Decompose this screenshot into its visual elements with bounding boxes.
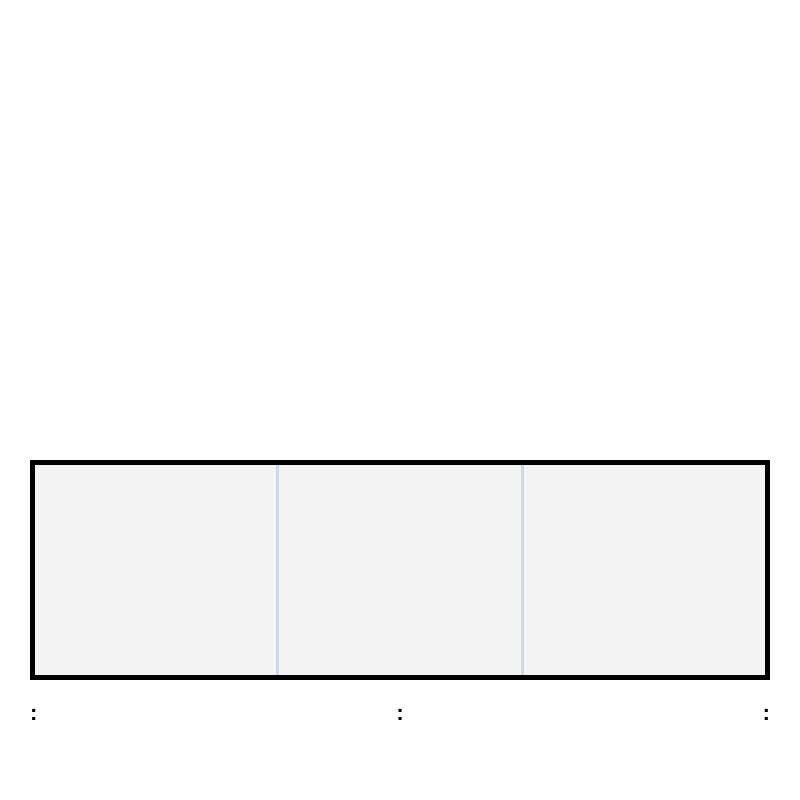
formula-box (460, 150, 504, 170)
photo-tag-cs (725, 663, 765, 675)
caliper-cs-illustration (524, 465, 765, 675)
cross-section-svg (460, 195, 770, 355)
legend: : : : (30, 700, 770, 726)
caliper-id-illustration (279, 465, 520, 675)
formula-and-cross-section (460, 150, 770, 390)
oring-top-view-diagram (55, 35, 415, 435)
caliper-od-illustration (35, 465, 276, 675)
ring-svg (55, 35, 415, 435)
page: : : : (0, 0, 800, 800)
photo-tag-id (481, 663, 521, 675)
photo-tag-od (236, 663, 276, 675)
photo-cell-cs (524, 465, 765, 675)
legend-cs: : (763, 700, 770, 726)
photo-cell-id (279, 465, 520, 675)
legend-id: : (396, 700, 403, 726)
measurement-photo-strip (30, 460, 770, 680)
photo-cell-od (35, 465, 276, 675)
legend-od: : (30, 700, 37, 726)
